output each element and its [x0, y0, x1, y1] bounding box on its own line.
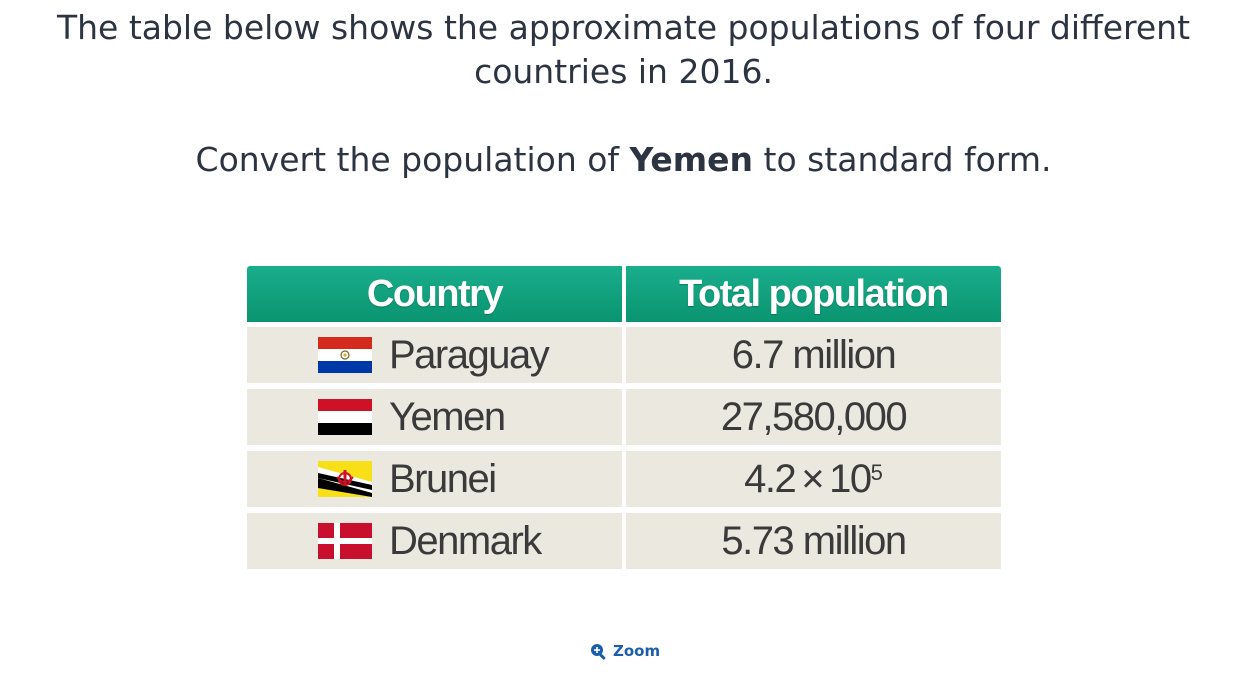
population-table: Country Total population Paraguay 6.7 mi…: [247, 266, 1001, 575]
yemen-flag-icon: [318, 399, 372, 435]
denmark-flag-icon: [318, 523, 372, 559]
zoom-button[interactable]: Zoom: [590, 642, 660, 660]
instruction-country: Yemen: [629, 140, 754, 179]
header-country: Country: [247, 266, 622, 322]
population-value: 6.7 million: [626, 327, 1001, 383]
question-text: The table below shows the approximate po…: [0, 6, 1247, 94]
zoom-in-icon: [591, 643, 606, 660]
country-cell: Denmark: [247, 513, 622, 569]
population-power-base: 10: [829, 456, 872, 501]
paraguay-flag-icon: [318, 337, 372, 373]
question-line-2: countries in 2016.: [474, 52, 773, 91]
table-row-brunei: Brunei 4.2 × 10 5: [247, 451, 1001, 507]
instruction-suffix: to standard form.: [753, 140, 1052, 179]
country-cell: Yemen: [247, 389, 622, 445]
question-line-1: The table below shows the approximate po…: [56, 8, 1191, 47]
country-name: Brunei: [389, 456, 497, 501]
population-value: 4.2 × 10 5: [626, 451, 1001, 507]
table-row-paraguay: Paraguay 6.7 million: [247, 327, 1001, 383]
brunei-flag-icon: [318, 461, 372, 497]
table-row-yemen: Yemen 27,580,000: [247, 389, 1001, 445]
population-value: 27,580,000: [626, 389, 1001, 445]
table-row-denmark: Denmark 5.73 million: [247, 513, 1001, 569]
population-exponent: 5: [870, 460, 883, 485]
country-name: Yemen: [389, 394, 506, 439]
header-total-population: Total population: [626, 266, 1001, 322]
country-cell: Brunei: [247, 451, 622, 507]
instruction-prefix: Convert the population of: [195, 140, 630, 179]
zoom-label: Zoom: [613, 642, 661, 660]
question-instruction: Convert the population of Yemen to stand…: [0, 138, 1247, 182]
table-header-row: Country Total population: [247, 266, 1001, 322]
population-base: 4.2: [744, 456, 797, 501]
country-name: Denmark: [389, 518, 542, 563]
population-value: 5.73 million: [626, 513, 1001, 569]
times-symbol: ×: [801, 456, 824, 501]
country-name: Paraguay: [389, 332, 550, 377]
country-cell: Paraguay: [247, 327, 622, 383]
